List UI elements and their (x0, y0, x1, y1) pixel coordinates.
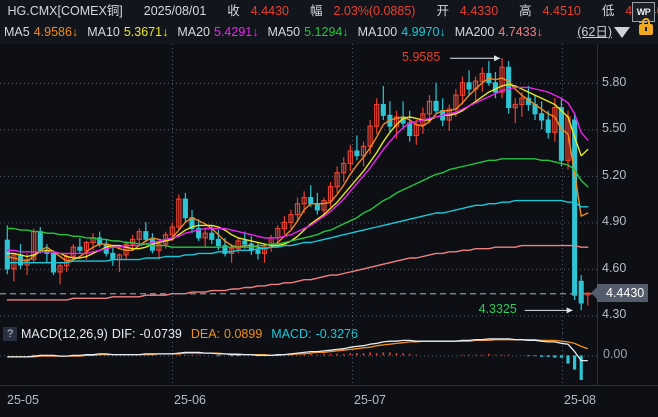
price-ytick-5-2: 5.20 (602, 167, 627, 182)
ma-legend-value-ma5: 4.9586↓ (33, 25, 79, 39)
price-candlestick-svg (0, 44, 597, 334)
price-ytick-5-5: 5.50 (602, 121, 627, 136)
price-ytick-4-9: 4.90 (602, 214, 627, 229)
dif-label: DIF: (111, 327, 136, 341)
period-selector[interactable]: (62日) (577, 25, 612, 39)
high-annotation: 5.9585 (402, 50, 441, 65)
time-tick-25-05: 25-05 (7, 393, 39, 407)
macd-plot[interactable] (0, 334, 597, 385)
price-plot[interactable] (0, 44, 597, 334)
ma-legend-name-ma200: MA200 (454, 25, 495, 39)
price-axis: 5.80 5.50 5.20 4.90 4.60 4.30 (597, 44, 658, 334)
open-value: 4.4330 (459, 4, 499, 18)
ma-legend-name-ma5: MA5 (4, 25, 30, 39)
price-ytick-4-3: 4.30 (602, 307, 627, 322)
symbol-label[interactable]: HG.CMX[COMEX铜] (7, 4, 123, 18)
ma-legend-name-ma10: MA10 (87, 25, 120, 39)
change-label: 幅 (309, 4, 323, 18)
high-value: 4.4510 (542, 4, 581, 18)
macd-label: MACD: (271, 327, 312, 341)
current-price-tag: 4.4430 (590, 284, 649, 303)
time-tick-25-06: 25-06 (174, 393, 206, 407)
time-tick-25-08: 25-08 (564, 393, 596, 407)
ma-legend-name-ma20: MA20 (177, 25, 210, 39)
price-ytick-5-8: 5.80 (602, 74, 627, 89)
close-label: 收 (227, 4, 240, 18)
macd-title: MACD(12,26,9) (21, 327, 108, 341)
chevron-down-icon[interactable] (614, 27, 630, 38)
macd-value: -0.3276 (315, 327, 358, 341)
open-label: 开 (436, 4, 449, 18)
dea-value: 0.0899 (224, 327, 263, 341)
time-tick-25-07: 25-07 (354, 393, 386, 407)
ma-legend-value-ma20: 5.4291↓ (213, 25, 259, 39)
macd-axis: 0.00 (597, 334, 658, 385)
quote-header: HG.CMX[COMEX铜] 2025/08/01 收 4.4430 幅 2.0… (0, 0, 658, 44)
macd-legend: ? MACD(12,26,9) DIF: -0.0739 DEA: 0.0899 MACD:… (0, 326, 658, 342)
low-annotation: 4.3325 (478, 302, 517, 317)
price-panel: 5.80 5.50 5.20 4.90 4.60 4.30 4.4430 5.9585 4… (0, 44, 658, 334)
low-label: 低 (601, 4, 615, 18)
ma-legend-value-ma200: 4.7433↓ (498, 25, 543, 39)
ma-legend-value-ma10: 5.3671↓ (123, 25, 169, 39)
quote-row: HG.CMX[COMEX铜] 2025/08/01 收 4.4430 幅 2.0… (0, 0, 658, 22)
quote-date: 2025/08/01 (143, 4, 207, 18)
macd-svg (0, 334, 597, 385)
price-ytick-4-6: 4.60 (602, 260, 627, 275)
lock-open-icon[interactable] (639, 18, 653, 35)
ma-legend-name-ma100: MA100 (357, 25, 398, 39)
ma-legend-value-ma100: 4.9970↓ (401, 25, 446, 39)
high-label: 高 (519, 4, 532, 18)
close-value: 4.4430 (250, 4, 289, 18)
dif-value: -0.0739 (139, 327, 182, 341)
macd-zero-label: 0.00 (603, 347, 628, 362)
time-axis: 25-05 25-06 25-07 25-08 (0, 385, 658, 417)
ma-legend-row: MA5 4.9586↓ MA10 5.3671↓ MA20 5.4291↓ MA50 5.12… (0, 21, 658, 43)
change-value: 2.03%(0.0885) (333, 4, 416, 18)
dea-label: DEA: (190, 327, 221, 341)
macd-panel: 0.00 (0, 334, 658, 385)
ma-legend-value-ma50: 5.1294↓ (304, 25, 349, 39)
ma-legend-name-ma50: MA50 (267, 25, 301, 39)
help-icon[interactable]: ? (3, 327, 17, 341)
